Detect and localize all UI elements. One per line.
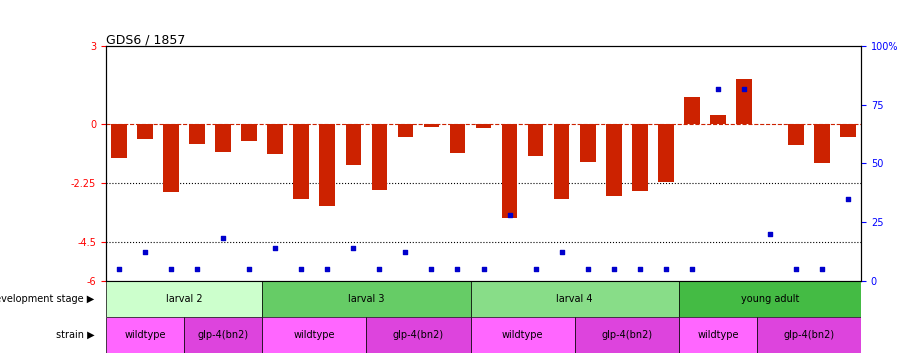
Point	[346, 245, 361, 251]
Point	[502, 212, 517, 218]
Bar	[554, 125, 569, 198]
Text: glp-4(bn2): glp-4(bn2)	[197, 330, 249, 340]
Bar	[106, 281, 262, 317]
Text: larval 3: larval 3	[348, 294, 385, 304]
Bar	[216, 125, 231, 152]
Text: wildtype: wildtype	[124, 330, 166, 340]
Text: larval 2: larval 2	[166, 294, 203, 304]
Bar	[398, 125, 414, 137]
Bar	[137, 125, 153, 139]
Text: GDS6 / 1857: GDS6 / 1857	[106, 34, 185, 46]
Bar	[241, 125, 257, 141]
Point	[737, 86, 752, 91]
Point	[398, 250, 413, 255]
Bar	[763, 124, 778, 125]
Bar	[814, 125, 830, 164]
Point	[424, 266, 438, 272]
Point	[137, 250, 152, 255]
Bar	[502, 125, 518, 218]
Bar	[449, 125, 465, 153]
Bar	[575, 317, 679, 353]
Bar	[189, 125, 204, 144]
Bar	[710, 115, 726, 125]
Bar	[424, 125, 439, 127]
Bar	[632, 125, 647, 191]
Bar	[106, 317, 184, 353]
Point	[841, 196, 856, 201]
Point	[164, 266, 179, 272]
Text: wildtype: wildtype	[294, 330, 335, 340]
Bar	[111, 125, 127, 158]
Point	[476, 266, 491, 272]
Bar	[184, 317, 262, 353]
Bar	[757, 317, 861, 353]
Point	[372, 266, 387, 272]
Text: glp-4(bn2): glp-4(bn2)	[393, 330, 444, 340]
Bar	[367, 317, 471, 353]
Bar	[471, 317, 575, 353]
Bar	[606, 125, 622, 196]
Bar	[840, 125, 856, 137]
Point	[763, 231, 777, 237]
Point	[606, 266, 621, 272]
Text: development stage ▶: development stage ▶	[0, 294, 95, 304]
Text: larval 4: larval 4	[556, 294, 593, 304]
Bar	[580, 125, 596, 162]
Text: strain ▶: strain ▶	[56, 330, 95, 340]
Point	[294, 266, 309, 272]
Bar	[679, 317, 757, 353]
Bar	[267, 125, 283, 154]
Point	[659, 266, 673, 272]
Bar	[736, 79, 752, 125]
Bar	[679, 281, 861, 317]
Point	[320, 266, 334, 272]
Point	[788, 266, 803, 272]
Point	[190, 266, 204, 272]
Point	[633, 266, 647, 272]
Bar	[345, 125, 361, 165]
Bar	[262, 317, 367, 353]
Bar	[294, 125, 309, 198]
Point	[684, 266, 699, 272]
Bar	[658, 125, 673, 182]
Point	[216, 236, 230, 241]
Bar	[684, 97, 700, 125]
Bar	[528, 125, 543, 156]
Bar	[320, 125, 335, 206]
Point	[580, 266, 595, 272]
Point	[554, 250, 569, 255]
Point	[111, 266, 126, 272]
Bar	[163, 125, 179, 192]
Point	[710, 86, 725, 91]
Text: glp-4(bn2): glp-4(bn2)	[601, 330, 652, 340]
Text: glp-4(bn2): glp-4(bn2)	[784, 330, 834, 340]
Bar	[788, 125, 804, 145]
Point	[815, 266, 830, 272]
Text: wildtype: wildtype	[502, 330, 543, 340]
Point	[242, 266, 257, 272]
Text: wildtype: wildtype	[697, 330, 739, 340]
Point	[450, 266, 465, 272]
Bar	[471, 281, 679, 317]
Bar	[476, 125, 491, 127]
Bar	[371, 125, 387, 190]
Point	[529, 266, 543, 272]
Text: young adult: young adult	[740, 294, 799, 304]
Point	[268, 245, 283, 251]
Bar	[262, 281, 471, 317]
